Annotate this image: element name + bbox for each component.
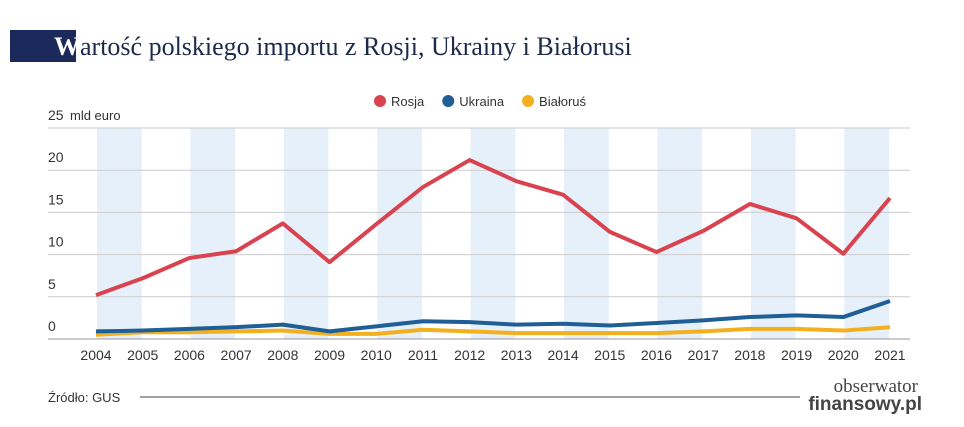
legend-label: Rosja <box>391 94 425 109</box>
legend-label: Ukraina <box>459 94 505 109</box>
logo-line2: finansowy.pl <box>808 394 922 415</box>
x-tick-label: 2006 <box>174 347 205 363</box>
x-tick-label: 2018 <box>734 347 765 363</box>
x-tick-label: 2005 <box>127 347 158 363</box>
band <box>97 128 142 339</box>
x-tick-label: 2021 <box>874 347 905 363</box>
x-tick-label: 2019 <box>781 347 812 363</box>
y-tick-label: 0 <box>48 318 56 334</box>
x-tick-label: 2013 <box>501 347 532 363</box>
x-tick-label: 2016 <box>641 347 672 363</box>
band <box>564 128 609 339</box>
legend-marker <box>522 95 535 107</box>
x-tick-label: 2010 <box>361 347 392 363</box>
x-tick-label: 2015 <box>594 347 625 363</box>
x-tick-label: 2017 <box>688 347 719 363</box>
logo-line1: obserwator <box>834 376 919 397</box>
band <box>377 128 422 339</box>
line <box>95 158 892 297</box>
band <box>283 128 329 339</box>
band <box>750 128 796 339</box>
x-tick-label: 2020 <box>828 347 859 363</box>
x-tick-label: 2007 <box>221 347 252 363</box>
legend-label: Białoruś <box>539 94 586 109</box>
x-tick-label: 2011 <box>408 347 438 363</box>
x-tick-label: 2009 <box>314 347 345 363</box>
x-tick-label: 2004 <box>80 347 111 363</box>
legend-marker <box>374 95 386 107</box>
x-tick-label: 2014 <box>547 347 578 363</box>
y-tick-label: 5 <box>48 276 56 292</box>
y-axis-label: mld euro <box>70 108 121 123</box>
legend-marker <box>442 95 455 107</box>
x-tick-label: 2008 <box>267 347 298 363</box>
line <box>95 299 891 334</box>
chart-title: Wartość polskiego importu z Rosji, Ukrai… <box>54 32 632 61</box>
source: Źródło: GUS <box>48 390 121 405</box>
y-tick-label: 10 <box>48 234 64 250</box>
title-block <box>10 30 76 62</box>
y-tick-label: 15 <box>48 191 64 207</box>
band <box>190 128 236 339</box>
x-tick-label: 2012 <box>454 347 485 363</box>
line <box>95 325 891 337</box>
y-tick-label: 25 <box>48 107 64 123</box>
band <box>470 128 516 339</box>
y-tick-label: 20 <box>48 149 64 165</box>
